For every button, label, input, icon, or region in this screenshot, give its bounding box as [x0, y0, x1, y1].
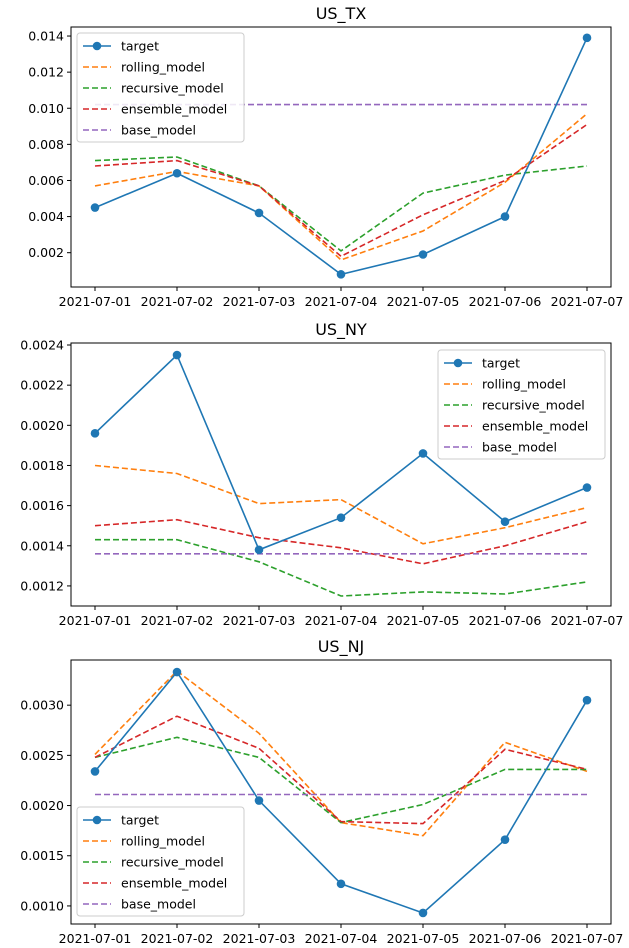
x-tick-label: 2021-07-02: [141, 931, 214, 946]
legend-label-target: target: [121, 813, 159, 828]
data-point-target: [254, 545, 264, 555]
data-point-target: [172, 168, 182, 178]
legend-label-base_model: base_model: [121, 123, 196, 138]
data-point-target: [582, 33, 592, 43]
legend-label-recursive_model: recursive_model: [121, 855, 224, 870]
y-tick-label: 0.004: [28, 209, 64, 224]
data-point-target: [172, 667, 182, 677]
series-line-ensemble_model: [94, 123, 588, 258]
x-tick-label: 2021-07-05: [387, 931, 460, 946]
y-tick-label: 0.002: [28, 245, 64, 260]
series-line-recursive_model: [94, 156, 588, 252]
x-tick-label: 2021-07-06: [469, 613, 542, 628]
x-tick-label: 2021-07-02: [141, 294, 214, 309]
x-tick-label: 2021-07-05: [387, 294, 460, 309]
legend-box: [76, 32, 245, 143]
legend-label-ensemble_model: ensemble_model: [482, 419, 588, 434]
legend-label-base_model: base_model: [482, 440, 557, 455]
legend-label-ensemble_model: ensemble_model: [121, 102, 227, 117]
data-point-target: [254, 796, 264, 805]
chart-panel-US_NY: US_NY 2021-07-01 2021-07-02 2021-07-03 2021-…: [20, 320, 623, 628]
x-tick-label: 2021-07-01: [59, 931, 132, 946]
y-tick-label: 0.0015: [20, 848, 64, 863]
data-point-target: [90, 429, 100, 438]
data-point-target: [90, 767, 100, 776]
legend: target rolling_model recursive_modelensemb…: [76, 806, 245, 917]
y-tick-label: 0.012: [28, 65, 64, 80]
y-tick-label: 0.0025: [20, 748, 64, 763]
data-point-target: [500, 517, 510, 526]
y-tick-label: 0.0020: [20, 418, 64, 433]
legend-marker-target: [453, 358, 463, 368]
x-tick-label: 2021-07-03: [223, 613, 296, 628]
legend-label-target: target: [482, 356, 520, 371]
data-point-target: [336, 270, 346, 279]
legend-label-rolling_model: rolling_model: [121, 834, 205, 849]
legend-label-rolling_model: rolling_model: [121, 60, 205, 75]
legend-box: [437, 349, 606, 460]
data-point-target: [336, 879, 346, 889]
data-point-target: [90, 203, 100, 212]
legend: target rolling_model recursive_modelensemb…: [76, 32, 245, 143]
chart-title: US_NJ: [318, 637, 365, 657]
data-point-target: [418, 449, 428, 458]
x-tick-label: 2021-07-07: [551, 613, 624, 628]
x-tick-label: 2021-07-01: [59, 294, 132, 309]
x-tick-label: 2021-07-05: [387, 613, 460, 628]
legend-box: [76, 806, 245, 917]
x-tick-label: 2021-07-04: [305, 613, 378, 628]
chart-panel-US_NJ: US_NJ 2021-07-01 2021-07-02 2021-07-03 2021-…: [20, 637, 623, 946]
y-tick-label: 0.0022: [20, 378, 64, 393]
series-line-rolling_model: [94, 464, 588, 545]
x-tick-label: 2021-07-06: [469, 931, 542, 946]
data-point-target: [582, 695, 592, 705]
series-line-ensemble_model: [94, 715, 588, 825]
x-tick-label: 2021-07-02: [141, 613, 214, 628]
legend-label-base_model: base_model: [121, 897, 196, 912]
y-tick-label: 0.010: [28, 101, 64, 116]
data-point-target: [582, 483, 592, 492]
legend-label-ensemble_model: ensemble_model: [121, 876, 227, 891]
data-point-target: [336, 513, 346, 522]
data-point-target: [418, 250, 428, 259]
x-tick-label: 2021-07-07: [551, 294, 624, 309]
y-tick-label: 0.0012: [20, 578, 64, 593]
y-tick-label: 0.0014: [20, 538, 64, 553]
y-tick-label: 0.008: [28, 137, 64, 152]
chart-title: US_TX: [316, 4, 367, 24]
y-tick-label: 0.0020: [20, 798, 64, 813]
legend-label-recursive_model: recursive_model: [121, 81, 224, 96]
y-tick-label: 0.006: [28, 173, 64, 188]
data-point-target: [500, 212, 510, 221]
data-point-target: [254, 208, 264, 218]
y-tick-label: 0.0010: [20, 898, 64, 913]
x-tick-label: 2021-07-04: [305, 931, 378, 946]
legend-marker-target: [92, 815, 102, 825]
x-tick-label: 2021-07-07: [551, 931, 624, 946]
chart-title: US_NY: [315, 320, 367, 340]
x-tick-label: 2021-07-06: [469, 294, 542, 309]
legend: target rolling_model recursive_modelensemb…: [437, 349, 606, 460]
chart-panel-US_TX: US_TX 2021-07-01 2021-07-02 2021-07-03 2021-…: [28, 4, 623, 309]
x-tick-label: 2021-07-04: [305, 294, 378, 309]
y-tick-label: 0.014: [28, 29, 64, 44]
legend-label-recursive_model: recursive_model: [482, 398, 585, 413]
series-line-recursive_model: [95, 538, 588, 597]
y-tick-label: 0.0030: [20, 698, 64, 713]
data-point-target: [418, 908, 428, 918]
legend-marker-target: [92, 41, 102, 51]
data-point-target: [172, 350, 182, 360]
y-tick-label: 0.0018: [20, 458, 64, 473]
x-tick-label: 2021-07-01: [59, 613, 132, 628]
legend-label-rolling_model: rolling_model: [482, 377, 566, 392]
x-tick-label: 2021-07-03: [223, 294, 296, 309]
legend-label-target: target: [121, 39, 159, 54]
x-tick-label: 2021-07-03: [223, 931, 296, 946]
series-line-recursive_model: [94, 736, 587, 824]
data-point-target: [500, 835, 510, 844]
y-tick-label: 0.0016: [20, 498, 64, 513]
series-line-ensemble_model: [94, 518, 588, 565]
y-tick-label: 0.0024: [20, 338, 64, 353]
